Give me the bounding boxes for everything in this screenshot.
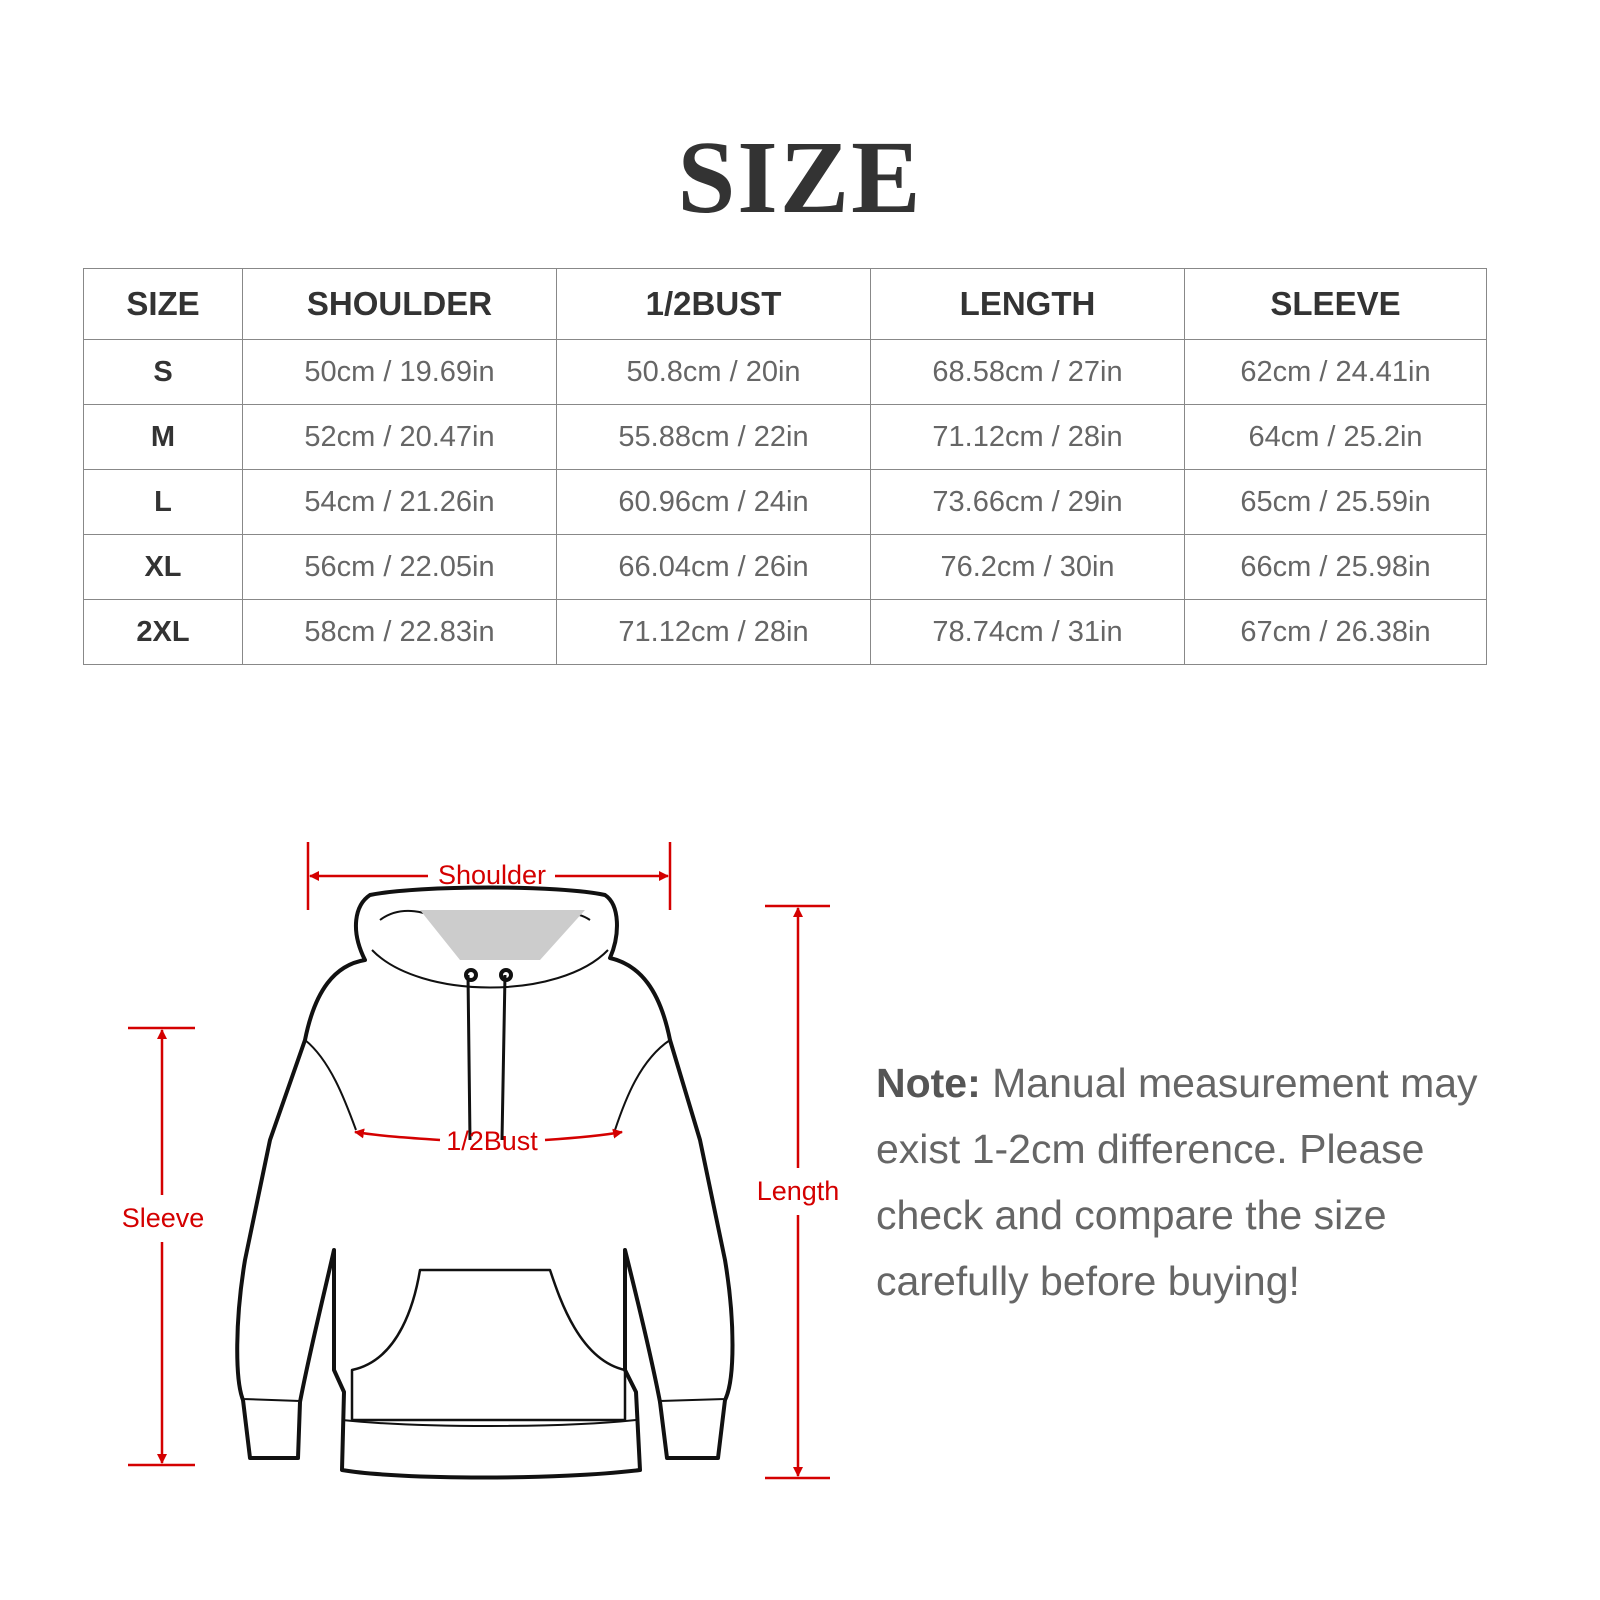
measurement-cell: 50.8cm / 20in — [556, 339, 871, 405]
hoodie-outline — [235, 885, 735, 1480]
measurement-cell: 52cm / 20.47in — [242, 404, 557, 470]
measurement-cell: 78.74cm / 31in — [870, 599, 1185, 665]
table-row: M 52cm / 20.47in 55.88cm / 22in 71.12cm / 2… — [83, 404, 1487, 470]
page-title: SIZE — [677, 120, 923, 235]
column-header: SIZE — [83, 268, 243, 340]
measurement-cell: 71.12cm / 28in — [870, 404, 1185, 470]
measurement-cell: 56cm / 22.05in — [242, 534, 557, 600]
length-label: Length — [757, 1176, 840, 1206]
measurement-cell: 66cm / 25.98in — [1184, 534, 1487, 600]
table-row: L 54cm / 21.26in 60.96cm / 24in 73.66cm / 2… — [83, 469, 1487, 535]
measurement-cell: 76.2cm / 30in — [870, 534, 1185, 600]
measurement-cell: 62cm / 24.41in — [1184, 339, 1487, 405]
table-row: XL 56cm / 22.05in 66.04cm / 26in 76.2cm / 3… — [83, 534, 1487, 600]
sleeve-label: Sleeve — [122, 1203, 205, 1233]
note-text: Manual measurement may exist 1-2cm diffe… — [876, 1060, 1478, 1304]
size-cell: M — [83, 404, 243, 470]
measurement-cell: 54cm / 21.26in — [242, 469, 557, 535]
column-header: 1/2BUST — [556, 268, 871, 340]
table-row: 2XL 58cm / 22.83in 71.12cm / 28in 78.74cm /… — [83, 599, 1487, 665]
table-row: S 50cm / 19.69in 50.8cm / 20in 68.58cm / 27… — [83, 339, 1487, 405]
measurement-cell: 58cm / 22.83in — [242, 599, 557, 665]
measurement-cell: 73.66cm / 29in — [870, 469, 1185, 535]
column-header: LENGTH — [870, 268, 1185, 340]
size-cell: L — [83, 469, 243, 535]
size-table: SIZE SHOULDER 1/2BUST LENGTH SLEEVE S 50c… — [83, 268, 1487, 665]
note-label: Note: — [876, 1060, 981, 1106]
bust-label: 1/2Bust — [446, 1126, 538, 1156]
column-header: SLEEVE — [1184, 268, 1487, 340]
measurement-cell: 65cm / 25.59in — [1184, 469, 1487, 535]
measurement-lines — [128, 842, 830, 1480]
measurement-cell: 67cm / 26.38in — [1184, 599, 1487, 665]
size-cell: 2XL — [83, 599, 243, 665]
measurement-cell: 64cm / 25.2in — [1184, 404, 1487, 470]
measurement-cell: 71.12cm / 28in — [556, 599, 871, 665]
measurement-note: Note: Manual measurement may exist 1-2cm… — [876, 1050, 1516, 1314]
measurement-cell: 50cm / 19.69in — [242, 339, 557, 405]
table-header-row: SIZE SHOULDER 1/2BUST LENGTH SLEEVE — [83, 268, 1487, 340]
measurement-cell: 55.88cm / 22in — [556, 404, 871, 470]
measurement-cell: 66.04cm / 26in — [556, 534, 871, 600]
measurement-cell: 60.96cm / 24in — [556, 469, 871, 535]
size-cell: S — [83, 339, 243, 405]
shoulder-label: Shoulder — [438, 860, 546, 890]
